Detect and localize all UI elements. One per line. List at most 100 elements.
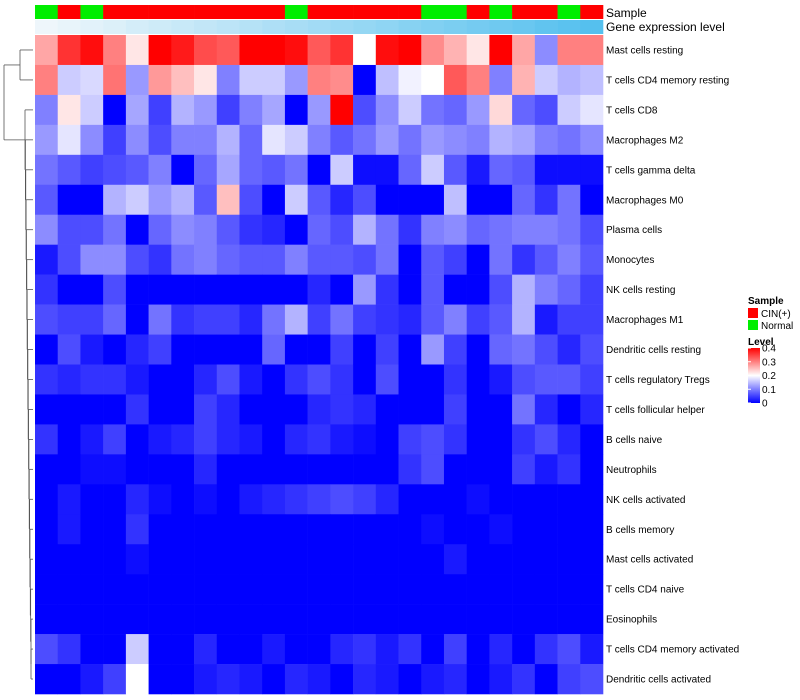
sample-annotation-cell (330, 5, 354, 19)
heatmap-cell (125, 664, 149, 695)
heatmap-cell (398, 664, 422, 695)
heatmap-cell (57, 454, 81, 485)
heatmap-cell (125, 454, 149, 485)
heatmap-cell (534, 634, 558, 665)
heatmap-cell (35, 574, 59, 605)
heatmap-cell (512, 394, 536, 425)
heatmap-cell (534, 214, 558, 245)
heatmap-cell (103, 664, 127, 695)
heatmap-cell (57, 634, 81, 665)
heatmap-cell (80, 394, 104, 425)
heatmap-cell (216, 514, 240, 545)
sample-annotation-cell (284, 5, 308, 19)
heatmap-cell (148, 544, 172, 575)
heatmap-cell (512, 184, 536, 216)
heatmap-cell (216, 304, 240, 335)
heatmap-cell (443, 124, 467, 156)
heatmap-cell (194, 124, 218, 156)
heatmap-cell (239, 214, 263, 245)
heatmap-cell (580, 394, 604, 425)
heatmap-cell (148, 364, 172, 395)
heatmap-cells (35, 35, 604, 695)
heatmap-cell (171, 154, 195, 186)
heatmap-cell (284, 574, 308, 605)
heatmap-cell (421, 604, 445, 635)
heatmap-cell (557, 214, 581, 245)
heatmap-cell (35, 154, 59, 186)
heatmap-cell (284, 634, 308, 665)
heatmap-cell (35, 35, 59, 66)
heatmap-cell (216, 394, 240, 425)
heatmap-cell (307, 424, 331, 455)
heatmap-cell (80, 35, 104, 66)
heatmap-cell (580, 214, 604, 245)
heatmap-cell (330, 64, 354, 96)
heatmap-cell (375, 35, 399, 66)
heatmap-cell (194, 574, 218, 605)
expression-level-annotation-cell (80, 20, 104, 34)
heatmap-cell (148, 424, 172, 455)
heatmap-cell (421, 394, 445, 425)
heatmap-cell (284, 64, 308, 96)
heatmap-cell (171, 514, 195, 545)
heatmap-cell (580, 544, 604, 575)
row-label: NK cells resting (606, 285, 675, 296)
heatmap-cell (443, 304, 467, 335)
heatmap-cell (466, 634, 490, 665)
row-label: Plasma cells (606, 225, 662, 236)
heatmap-cell (57, 394, 81, 425)
heatmap-cell (557, 124, 581, 156)
heatmap-cell (194, 514, 218, 545)
heatmap-cell (489, 604, 513, 635)
heatmap-cell (57, 424, 81, 455)
heatmap-cell (443, 94, 467, 126)
expression-level-annotation-cell (307, 20, 331, 34)
heatmap-cell (216, 124, 240, 156)
heatmap-cell (125, 154, 149, 186)
heatmap-cell (194, 604, 218, 635)
heatmap-cell (284, 664, 308, 695)
heatmap-cell (489, 514, 513, 545)
heatmap-cell (239, 124, 263, 156)
heatmap-cell (284, 124, 308, 156)
heatmap-cell (103, 544, 127, 575)
heatmap-cell (216, 664, 240, 695)
heatmap-cell (307, 244, 331, 275)
expression-level-annotation-cell (284, 20, 308, 34)
heatmap-cell (353, 364, 377, 395)
heatmap-cell (512, 94, 536, 126)
heatmap-cell (148, 244, 172, 275)
heatmap-cell (557, 334, 581, 365)
expression-level-annotation-cell (171, 20, 195, 34)
heatmap-cell (103, 514, 127, 545)
heatmap-cell (398, 394, 422, 425)
expression-level-annotation-cell (103, 20, 127, 34)
heatmap-cell (239, 244, 263, 275)
heatmap-cell (421, 94, 445, 126)
heatmap-cell (171, 364, 195, 395)
heatmap-cell (262, 94, 286, 126)
row-label: T cells gamma delta (606, 165, 696, 176)
heatmap-cell (171, 334, 195, 365)
heatmap-cell (512, 214, 536, 245)
heatmap-cell (80, 94, 104, 126)
heatmap-cell (375, 94, 399, 126)
heatmap-cell (103, 604, 127, 635)
heatmap-cell (57, 35, 81, 66)
heatmap-cell (171, 484, 195, 515)
heatmap-cell (534, 124, 558, 156)
heatmap-cell (398, 94, 422, 126)
heatmap-cell (125, 604, 149, 635)
heatmap-cell (375, 514, 399, 545)
heatmap-cell (375, 394, 399, 425)
heatmap-cell (125, 274, 149, 305)
heatmap-cell (421, 184, 445, 216)
sample-annotation-cell (557, 5, 581, 19)
heatmap-cell (194, 634, 218, 665)
heatmap-cell (307, 334, 331, 365)
expression-level-annotation-cell (512, 20, 536, 34)
heatmap-cell (103, 184, 127, 216)
heatmap-cell (534, 334, 558, 365)
heatmap-cell (216, 634, 240, 665)
heatmap-cell (421, 124, 445, 156)
